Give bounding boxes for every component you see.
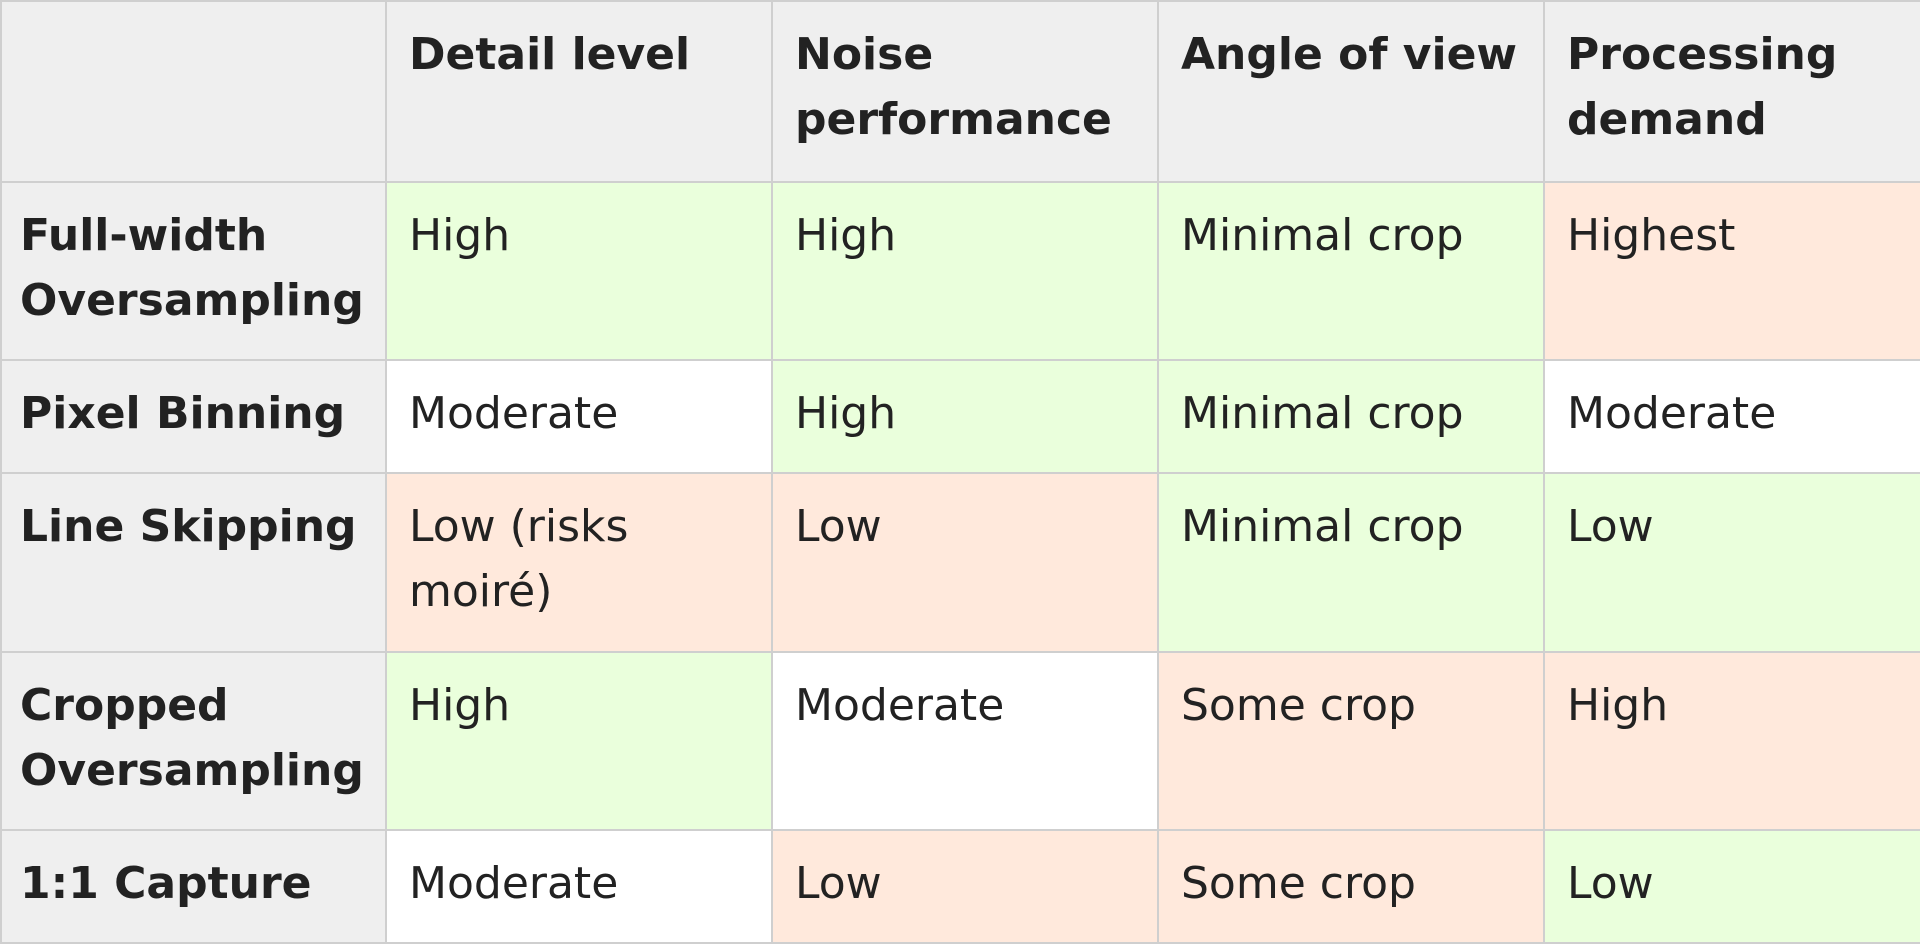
table-header-row: Detail level Noise performance Angle of … — [0, 0, 1920, 183]
processing-demand-cell: Moderate — [1543, 359, 1920, 475]
table-row: Pixel Binning Moderate High Minimal crop… — [0, 359, 1920, 475]
angle-of-view-cell: Minimal crop — [1157, 359, 1545, 475]
detail-level-cell: High — [385, 180, 773, 362]
noise-performance-cell: High — [771, 180, 1159, 362]
detail-level-cell: Low (risks moiré) — [385, 472, 773, 653]
row-header: Cropped Oversampling — [0, 650, 387, 831]
table-row: 1:1 Capture Moderate Low Some crop Low — [0, 828, 1920, 944]
header-detail-level: Detail level — [385, 0, 773, 183]
angle-of-view-cell: Minimal crop — [1157, 472, 1545, 653]
angle-of-view-cell: Some crop — [1157, 650, 1545, 831]
noise-performance-cell: High — [771, 359, 1159, 475]
row-header: Line Skipping — [0, 472, 387, 653]
table-row: Cropped Oversampling High Moderate Some … — [0, 650, 1920, 831]
processing-demand-cell: Low — [1543, 828, 1920, 944]
processing-demand-cell: Low — [1543, 472, 1920, 653]
row-header: Full-width Oversampling — [0, 180, 387, 362]
angle-of-view-cell: Some crop — [1157, 828, 1545, 944]
header-angle-of-view: Angle of view — [1157, 0, 1545, 183]
row-header: 1:1 Capture — [0, 828, 387, 944]
row-header: Pixel Binning — [0, 359, 387, 475]
noise-performance-cell: Low — [771, 472, 1159, 653]
header-processing-demand: Processing demand — [1543, 0, 1920, 183]
table-row: Line Skipping Low (risks moiré) Low Mini… — [0, 472, 1920, 653]
detail-level-cell: Moderate — [385, 359, 773, 475]
header-corner-cell — [0, 0, 387, 183]
noise-performance-cell: Low — [771, 828, 1159, 944]
noise-performance-cell: Moderate — [771, 650, 1159, 831]
detail-level-cell: High — [385, 650, 773, 831]
processing-demand-cell: Highest — [1543, 180, 1920, 362]
detail-level-cell: Moderate — [385, 828, 773, 944]
processing-demand-cell: High — [1543, 650, 1920, 831]
table-row: Full-width Oversampling High High Minima… — [0, 180, 1920, 362]
angle-of-view-cell: Minimal crop — [1157, 180, 1545, 362]
header-noise-performance: Noise performance — [771, 0, 1159, 183]
